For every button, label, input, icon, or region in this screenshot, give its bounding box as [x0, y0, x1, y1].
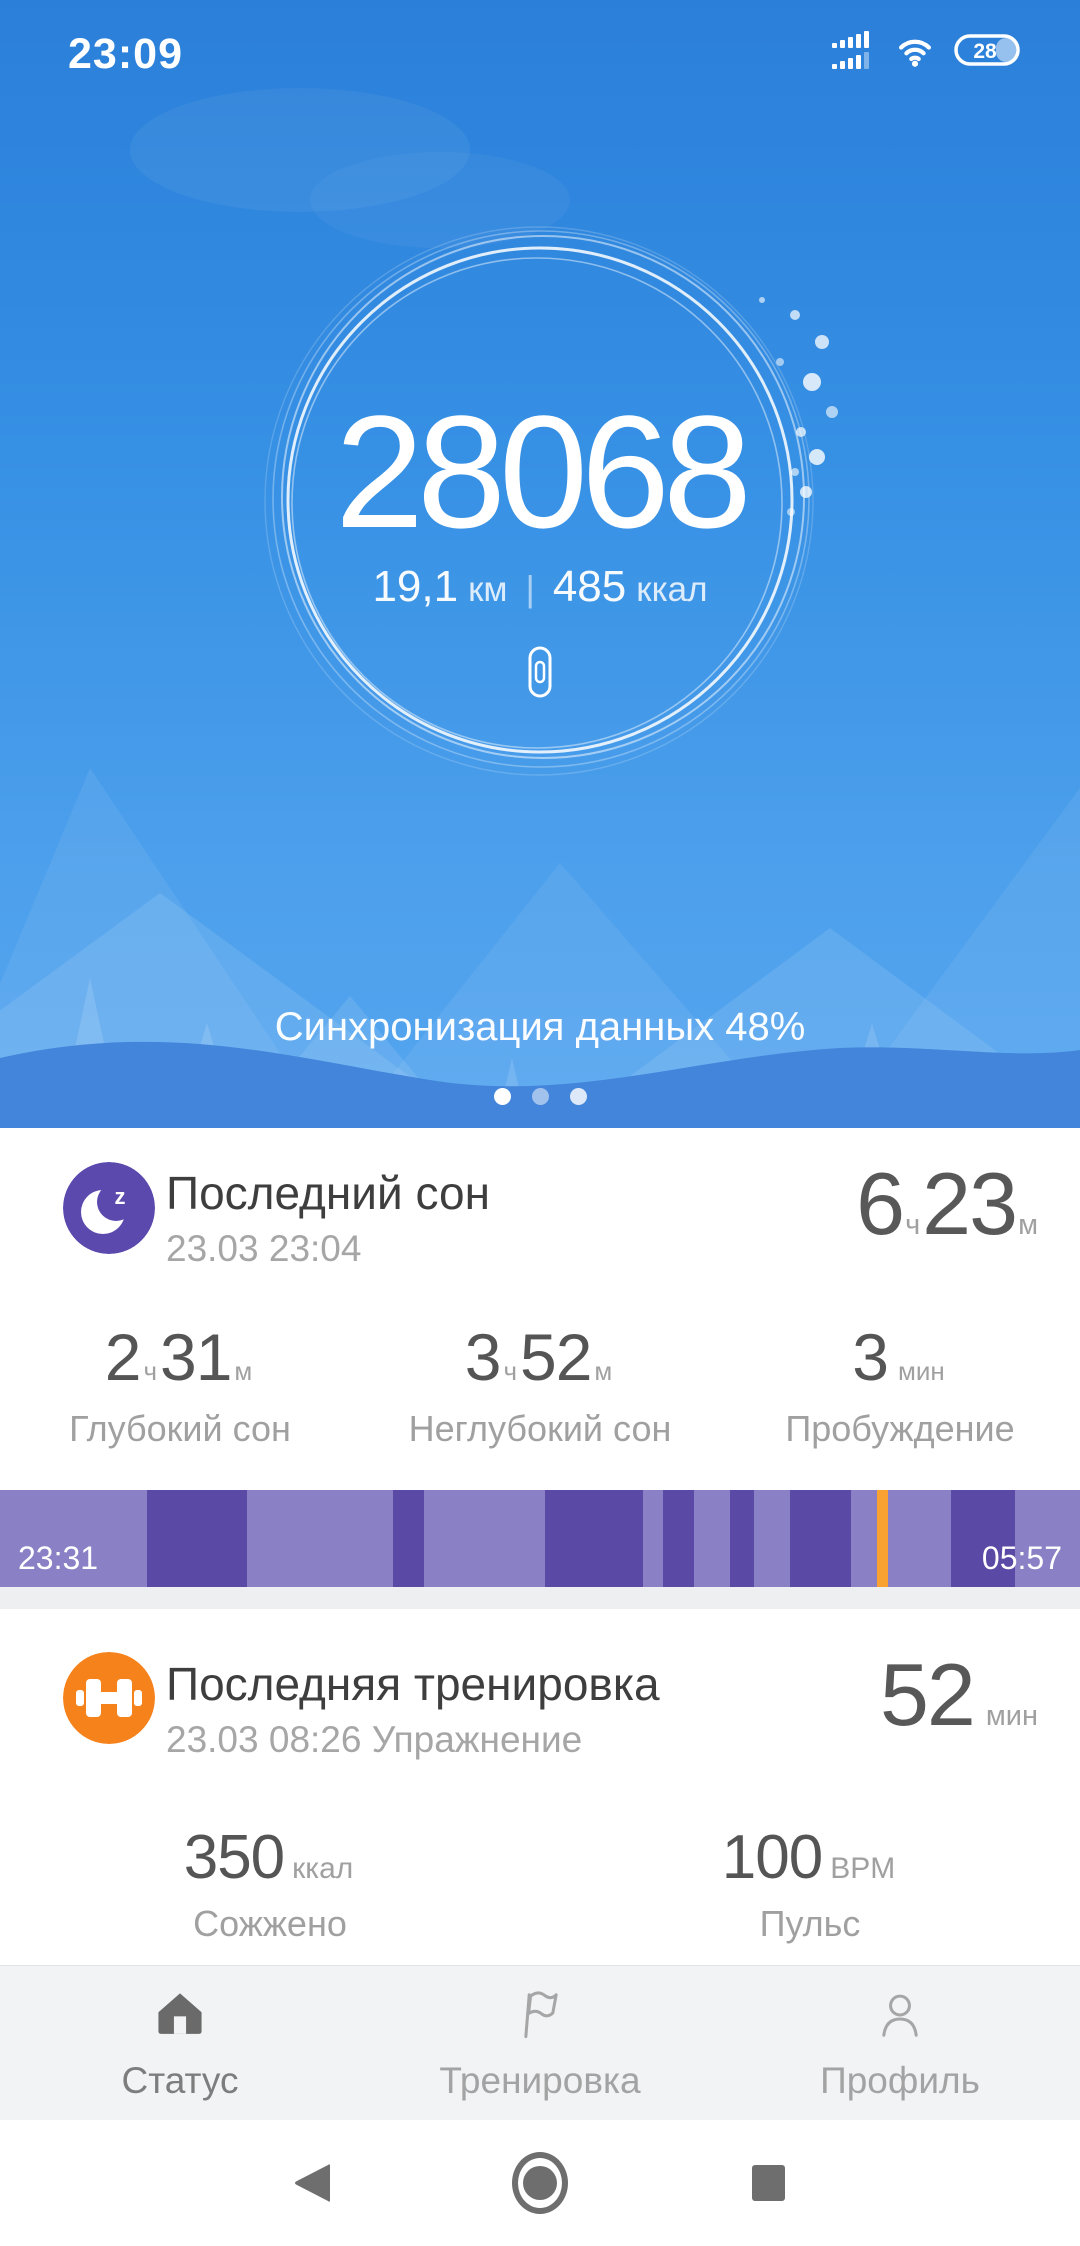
sleep-duration-minutes: 23	[922, 1154, 1018, 1253]
distance-calories-row: 19,1 км | 485 ккал	[0, 562, 1080, 612]
sleep-duration-hours: 6	[856, 1154, 905, 1253]
sleep-segment-light	[424, 1490, 546, 1587]
particle-spray	[759, 297, 838, 516]
tab-profile[interactable]: Профиль	[720, 1966, 1080, 2120]
clock: 23:09	[68, 30, 183, 78]
mi-band-icon	[528, 646, 552, 698]
steps-carousel-page[interactable]: 23:09	[0, 0, 1080, 1128]
sleep-segment-deep	[146, 1490, 248, 1587]
sleep-segment-light	[642, 1490, 664, 1587]
workout-duration-value: 52	[879, 1645, 976, 1744]
tab-status[interactable]: Статус	[0, 1966, 360, 2120]
sleep-segment-deep	[730, 1490, 754, 1587]
home-circle-icon	[512, 2152, 568, 2214]
sleep-duration-minutes-unit: м	[1018, 1209, 1038, 1241]
carousel-pager	[0, 1088, 1080, 1105]
deep-sleep-label: Глубокий сон	[69, 1408, 291, 1449]
sleep-segment-deep	[790, 1490, 851, 1587]
sleep-segment-deep	[951, 1490, 1016, 1587]
sleep-segment-light	[887, 1490, 952, 1587]
pager-dot-active	[493, 1088, 511, 1105]
workout-card-timestamp: 23.03 08:26 Упражнение	[166, 1719, 583, 1760]
sleep-segment-light	[850, 1490, 877, 1587]
sleep-card-title: Последний сон	[166, 1167, 490, 1219]
dual-signal-icon	[832, 31, 869, 69]
distance-value: 19,1	[372, 562, 459, 611]
sleep-start-time: 23:31	[18, 1540, 99, 1576]
workout-card-title: Последняя тренировка	[166, 1658, 660, 1710]
sleep-segment-light	[247, 1490, 394, 1587]
person-icon	[882, 1994, 918, 2037]
tab-workout[interactable]: Тренировка	[360, 1966, 720, 2120]
sleep-end-time: 05:57	[981, 1540, 1062, 1576]
mountain-art	[0, 768, 1080, 1128]
light-sleep-stat: 3 ч 52 м Неглубокий сон	[360, 1324, 720, 1450]
sync-status-text: Синхронизация данных 48%	[274, 1005, 806, 1049]
calories-value: 485	[552, 562, 627, 611]
battery-percent-text: 28	[973, 40, 997, 63]
step-count: 28068	[335, 382, 752, 561]
status-bar: 23:09	[0, 0, 1080, 96]
tab-status-label: Статус	[121, 2060, 239, 2101]
header-background-art	[0, 297, 1080, 1128]
calories-burned-stat: 350 ккал Сожжено	[0, 1827, 540, 1945]
divider: |	[525, 568, 535, 609]
light-sleep-label: Неглубокий сон	[408, 1408, 672, 1449]
sleep-segment-deep	[663, 1490, 695, 1587]
sleep-segment-deep	[545, 1490, 643, 1587]
deep-sleep-stat: 2 ч 31 м Глубокий сон	[0, 1324, 360, 1450]
sleep-segment-light	[1015, 1490, 1080, 1587]
back-icon	[295, 2164, 330, 2202]
tab-profile-label: Профиль	[820, 2060, 980, 2101]
calories-burned-label: Сожжено	[193, 1903, 347, 1944]
sleep-card-timestamp: 23.03 23:04	[166, 1228, 362, 1269]
card-separator	[0, 1587, 1080, 1609]
svg-text:z: z	[115, 1184, 126, 1209]
sleep-stats-row: 2 ч 31 м Глубокий сон 3 ч 52 м Неглубоки…	[0, 1324, 1080, 1450]
tab-bar: Статус Тренировка Профиль	[0, 1965, 1080, 2120]
sleep-segment-light	[694, 1490, 731, 1587]
awake-stat: 3 мин Пробуждение	[720, 1324, 1080, 1450]
workout-duration-unit: мин	[985, 1700, 1038, 1732]
home-icon	[158, 1993, 202, 2034]
recents-icon	[751, 2165, 785, 2201]
flag-icon	[524, 1991, 558, 2039]
home-button[interactable]	[512, 2152, 568, 2214]
back-button[interactable]	[284, 2155, 340, 2211]
wifi-icon	[898, 39, 932, 67]
sleep-timeline-bar[interactable]: 23:31 05:57	[0, 1490, 1080, 1587]
sleep-segment-light	[0, 1490, 147, 1587]
heart-rate-label: Пульс	[759, 1903, 861, 1944]
sleep-card[interactable]: z Последний сон 23.03 23:04 6 ч 23 м 2 ч…	[0, 1128, 1080, 1587]
awake-label: Пробуждение	[785, 1408, 1015, 1449]
sleep-segment-awake	[876, 1490, 888, 1587]
sleep-duration-hours-unit: ч	[905, 1209, 921, 1241]
sleep-duration: 6 ч 23 м	[856, 1160, 1040, 1248]
tab-workout-label: Тренировка	[439, 2060, 641, 2101]
sleep-moon-icon: z	[63, 1162, 155, 1254]
battery-icon: 28	[954, 34, 1020, 66]
dumbbell-icon	[63, 1652, 155, 1744]
workout-stats-row: 350 ккал Сожжено 100 BPM Пульс	[0, 1827, 1080, 1945]
workout-card[interactable]: Последняя тренировка 23.03 08:26 Упражне…	[0, 1609, 1080, 1965]
heart-rate-stat: 100 BPM Пульс	[540, 1827, 1080, 1945]
sleep-segment-light	[753, 1490, 791, 1587]
sleep-segment-deep	[393, 1490, 425, 1587]
recents-button[interactable]	[740, 2155, 796, 2211]
android-navigation-bar	[0, 2120, 1080, 2246]
workout-duration: 52 мин	[880, 1651, 1040, 1739]
pager-dot	[569, 1088, 587, 1105]
calories-unit: ккал	[636, 570, 708, 609]
pager-dot	[531, 1088, 549, 1105]
distance-unit: км	[468, 570, 508, 609]
